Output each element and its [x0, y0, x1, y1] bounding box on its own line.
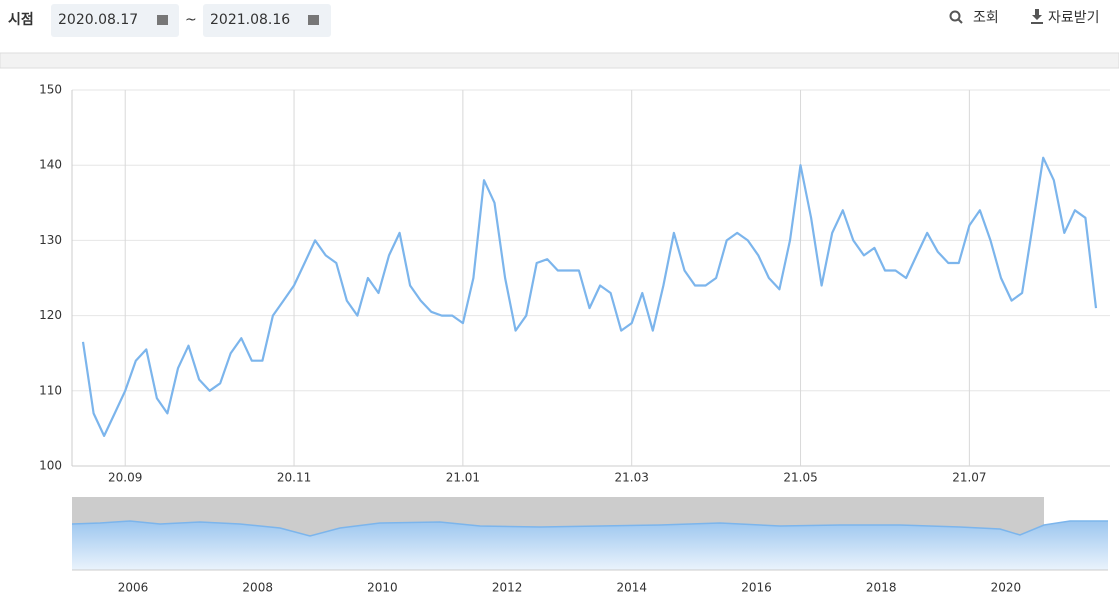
navigator-label: 2020 — [991, 581, 1022, 595]
x-tick-label: 20.09 — [108, 471, 142, 485]
search-icon[interactable] — [949, 10, 961, 22]
x-tick-label: 21.07 — [952, 471, 986, 485]
calendar-icon[interactable] — [308, 15, 319, 25]
separator: ~ — [185, 12, 197, 28]
y-tick-label: 140 — [39, 158, 62, 172]
navigator-area — [72, 521, 1108, 570]
start-date-input[interactable] — [51, 4, 179, 37]
navigator-label: 2014 — [617, 581, 648, 595]
data-line — [81, 156, 1098, 437]
navigator-label: 2016 — [741, 581, 772, 595]
navigator-label: 2018 — [866, 581, 897, 595]
x-tick-label: 21.03 — [615, 471, 649, 485]
y-tick-label: 100 — [39, 459, 62, 473]
calendar-icon[interactable] — [157, 15, 168, 25]
plot-area: 100 110 120 130 140 150 20.09 20.11 21.01 21.03 21… — [39, 83, 1110, 485]
x-tick-label: 21.05 — [783, 471, 817, 485]
y-tick-label: 150 — [39, 83, 62, 97]
navigator-label: 2008 — [242, 581, 273, 595]
navigator-labels: 2006 2008 2010 2012 2014 2016 2018 2020 — [118, 581, 1021, 595]
y-tick-label: 120 — [39, 308, 62, 322]
navigator-label: 2006 — [118, 581, 149, 595]
end-date[interactable]: 2021.08.16 — [210, 12, 290, 28]
period-label: 시점 — [8, 11, 34, 28]
navigator-label: 2010 — [367, 581, 398, 595]
y-tick-label: 130 — [39, 233, 62, 247]
end-date-input[interactable] — [203, 4, 331, 37]
x-tick-label: 21.01 — [446, 471, 480, 485]
download-icon[interactable] — [1031, 9, 1043, 24]
search-button[interactable]: 조회 — [973, 10, 999, 26]
start-date[interactable]: 2020.08.17 — [58, 12, 138, 28]
toolbar: 시점 2020.08.17 ~ 2021.08.16 조회 자료받기 — [8, 4, 1100, 37]
navigator: 2006 2008 2010 2012 2014 2016 2018 2020 — [71, 497, 1108, 595]
search-icon[interactable] — [957, 18, 963, 24]
divider-band — [0, 52, 1119, 69]
navigator-line — [71, 520, 1108, 537]
navigator-label: 2012 — [492, 581, 523, 595]
x-tick-label: 20.11 — [277, 471, 311, 485]
download-button[interactable]: 자료받기 — [1048, 10, 1100, 26]
y-tick-label: 110 — [39, 383, 62, 397]
